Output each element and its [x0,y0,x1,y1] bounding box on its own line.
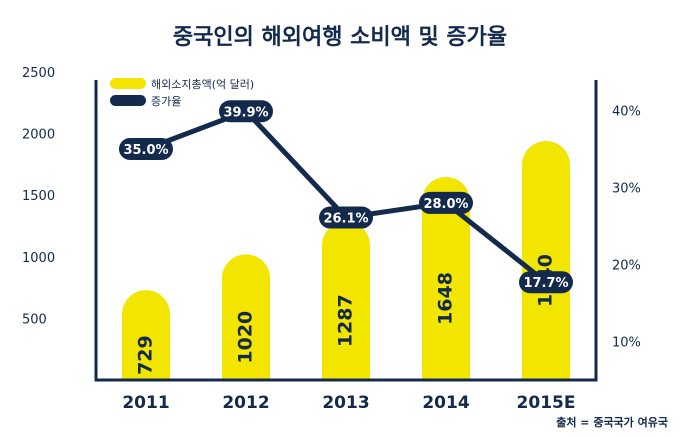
chart-title: 중국인의 해외여행 소비액 및 증가율 [173,25,507,50]
bar [122,290,170,380]
bar [322,221,370,380]
line-value-label: 39.9% [223,105,268,120]
x-tick-label: 2011 [122,393,169,413]
legend-swatch-bar [110,78,146,89]
line-value-label: 35.0% [123,143,168,158]
left-tick-label: 500 [22,312,47,327]
legend: 해외소지총액(억 달러) 증가율 [110,77,254,108]
x-tick-label: 2014 [422,393,469,413]
bar [222,254,270,380]
line-series: 35.0% 39.9% 26.1% 28.0% 17.7% [119,100,573,294]
bar-value-label: 1020 [235,311,257,364]
source-note: 출처 = 중국국가 여유국 [556,415,668,429]
line-point-pill [519,271,573,294]
right-tick-label: 10% [612,336,641,351]
right-tick-label: 20% [612,259,641,274]
line-point-pill [419,191,473,214]
legend-swatch-line [110,95,146,106]
legend-label-bar: 해외소지총액(억 달러) [151,77,254,91]
right-tick-label: 40% [612,105,641,120]
x-tick-label: 2013 [322,393,369,413]
x-tick-label: 2015E [517,393,576,413]
left-tick-label: 2000 [22,128,55,143]
left-axis: 500 1000 1500 2000 2500 [22,66,55,327]
bar-value-label: 1287 [335,294,357,347]
line-value-label: 17.7% [523,276,568,291]
legend-label-line: 증가율 [151,95,181,108]
right-axis: 10% 20% 30% 40% [612,105,641,351]
line-value-label: 28.0% [423,197,468,212]
left-tick-label: 2500 [22,66,55,81]
bar [422,176,470,380]
x-tick-label: 2012 [222,393,269,413]
bar-value-label: 729 [135,335,157,375]
right-tick-label: 30% [612,182,641,197]
axis-frame [94,80,598,382]
left-tick-label: 1500 [22,189,55,204]
x-axis: 2011 2012 2013 2014 2015E [122,393,575,413]
line-point-pill [219,100,273,123]
bar-value-label: 1648 [435,272,457,325]
line-point-pill [119,138,173,160]
line-value-label: 26.1% [323,212,368,227]
bar [522,140,570,380]
line-point-pill [319,206,373,229]
left-tick-label: 1000 [22,251,55,266]
bar-series: 7291020128716481940 [122,140,570,380]
